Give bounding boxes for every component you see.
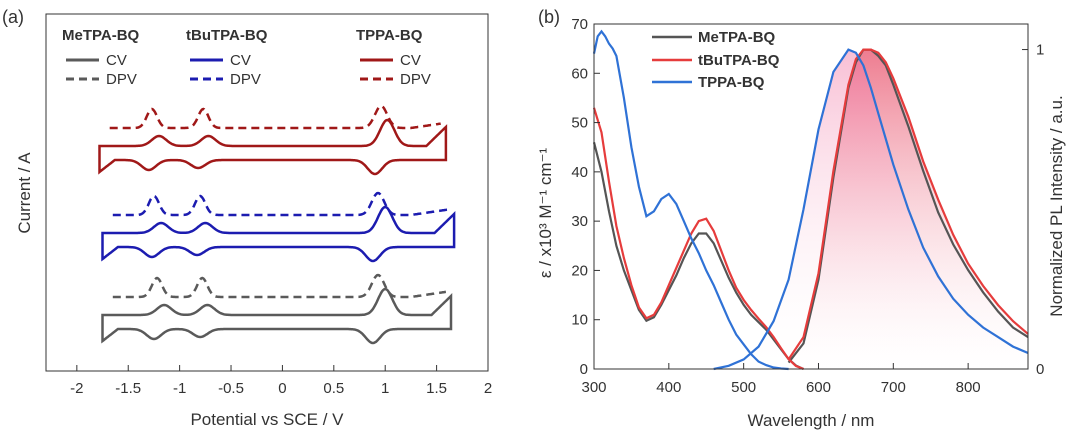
x-tick-label-a: 1	[381, 380, 389, 397]
panel-a: (a) -2 -1.5 -1 -0.5 0 0.5 1 1.5 2 Potential vs S…	[2, 7, 492, 429]
panel-a-label: (a)	[2, 7, 24, 27]
dpv-line-2	[109, 104, 441, 130]
legend-b: MeTPA-BQ tBuTPA-BQ TPPA-BQ	[652, 29, 780, 91]
legend-dpv-tppa: DPV	[400, 71, 431, 88]
legend-metpa-b: MeTPA-BQ	[698, 29, 776, 46]
y-tick-label-b-right: 1	[1036, 42, 1044, 59]
y-tick-label-b-left: 0	[580, 361, 588, 378]
x-tick-label-a: 2	[484, 380, 492, 397]
pl-line-tBuTPA-BQ	[787, 48, 1029, 361]
y-axis-label-b-left: ε / x10³ M⁻¹ cm⁻¹	[536, 147, 555, 278]
y-tick-label-b-left: 50	[571, 115, 588, 132]
x-tick-label-a: 1.5	[426, 380, 447, 397]
y-tick-label-b-right: 0	[1036, 361, 1044, 378]
legend-dpv-tbutpa: DPV	[230, 71, 261, 88]
x-tick-label-a: -1	[173, 380, 186, 397]
legend-title-tppa: TPPA-BQ	[356, 27, 423, 44]
y-tick-label-b-left: 10	[571, 312, 588, 329]
panel-b-label: (b)	[538, 7, 560, 27]
cv-line-0	[101, 287, 453, 345]
x-tick-label-a: -1.5	[115, 380, 141, 397]
x-tick-label-b: 800	[956, 379, 981, 396]
legend-tbutpa-b: tBuTPA-BQ	[698, 52, 780, 69]
y-tick-label-b-left: 70	[571, 16, 588, 33]
cv-line-1	[101, 205, 456, 263]
plot-area-a	[98, 104, 456, 345]
x-tick-label-b: 300	[581, 379, 606, 396]
legend-cv-tbutpa: CV	[230, 52, 251, 69]
plot-frame-b	[593, 23, 1029, 370]
x-axis-label-a: Potential vs SCE / V	[190, 410, 344, 429]
x-tick-label-b: 400	[656, 379, 681, 396]
y-tick-label-b-left: 30	[571, 213, 588, 230]
legend-tppa-b: TPPA-BQ	[698, 74, 765, 91]
x-tick-label-b: 600	[806, 379, 831, 396]
panel-b: (b) 300 400 500 600 700 80001020304050607001 …	[536, 7, 1066, 430]
legend-cv-tppa: CV	[400, 52, 421, 69]
x-axis-label-b: Wavelength / nm	[748, 411, 875, 430]
x-tick-label-a: 0	[278, 380, 286, 397]
y-tick-label-b-left: 20	[571, 262, 588, 279]
absorption-line-TPPA-BQ	[592, 29, 789, 371]
plot-frame-a	[45, 13, 489, 372]
legend-cv-metpa: CV	[106, 52, 127, 69]
plot-area-b	[592, 29, 1029, 371]
x-tick-label-a: -0.5	[218, 380, 244, 397]
x-tick-label-a: -2	[70, 380, 83, 397]
dpv-line-0	[112, 273, 447, 299]
x-axis-a: -2 -1.5 -1 -0.5 0 0.5 1 1.5 2	[70, 365, 492, 397]
legend-a: MeTPA-BQ CV DPV tBuTPA-BQ CV DPV TPPA-BQ…	[62, 27, 431, 88]
cv-line-2	[98, 118, 448, 176]
legend-dpv-metpa: DPV	[106, 71, 137, 88]
legend-title-tbutpa: tBuTPA-BQ	[186, 27, 268, 44]
y-tick-label-b-left: 40	[571, 164, 588, 181]
y-tick-label-b-left: 60	[571, 65, 588, 82]
x-tick-label-b: 500	[731, 379, 756, 396]
y-axis-label-b-right: Normalized PL Intensity / a.u.	[1047, 95, 1066, 316]
pl-fill-TPPA-BQ	[713, 49, 1028, 369]
legend-title-metpa: MeTPA-BQ	[62, 27, 140, 44]
absorption-line-MeTPA-BQ	[592, 142, 804, 371]
x-tick-label-a: 0.5	[323, 380, 344, 397]
x-tick-label-b: 700	[881, 379, 906, 396]
dpv-line-1	[112, 191, 450, 217]
y-axis-label-a: Current / A	[15, 152, 34, 234]
pl-line-TPPA-BQ	[713, 48, 1029, 371]
